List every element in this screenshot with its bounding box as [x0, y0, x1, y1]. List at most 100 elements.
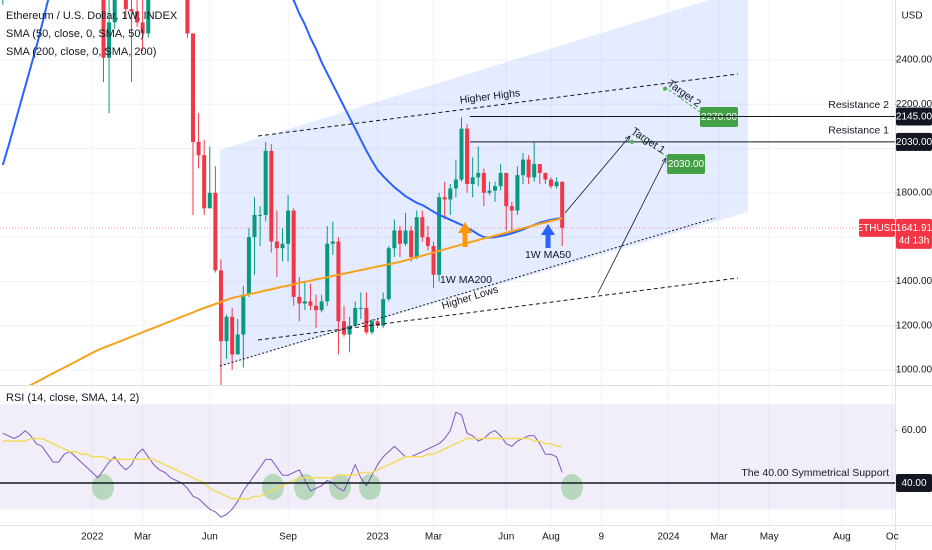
- candle-body: [414, 217, 419, 258]
- chart-title: Ethereum / U.S. Dollar, 1W, INDEX: [6, 10, 178, 22]
- x-tick-label: May: [760, 532, 779, 543]
- x-tick-label: Mar: [425, 532, 443, 543]
- candle-body: [280, 243, 285, 249]
- candle-body: [347, 325, 352, 335]
- legend-entry: SMA (200, close, 0, SMA, 200): [6, 46, 156, 58]
- candle-body: [207, 192, 212, 209]
- candle-body: [437, 197, 442, 275]
- lower-trend-line: [257, 277, 739, 341]
- candle-body: [515, 175, 520, 211]
- y-tick-label: 1800.00: [896, 187, 932, 198]
- x-tick-label: Jun: [202, 532, 218, 543]
- candle-body: [386, 248, 391, 300]
- last-price-text: 1641.91: [896, 223, 932, 234]
- x-tick-label: Mar: [134, 532, 152, 543]
- price-badge: [896, 107, 932, 126]
- candle-body: [235, 334, 240, 355]
- candle-body: [286, 210, 291, 244]
- candle-body: [314, 305, 319, 311]
- candle-body: [498, 172, 503, 187]
- candle-body: [409, 230, 414, 258]
- candle-body: [353, 307, 358, 326]
- rsi-line: [2, 411, 563, 518]
- last-price-badge: [896, 218, 932, 249]
- y-tick-label: 2200.00: [896, 99, 932, 110]
- rsi-title: RSI (14, close, SMA, 14, 2): [6, 392, 139, 404]
- candle-body: [465, 128, 470, 184]
- target-value: 2270.00: [701, 112, 738, 123]
- candle-body: [135, 11, 140, 23]
- x-tick-label: Jun: [498, 532, 514, 543]
- touch-circle: [262, 474, 284, 500]
- support-touches: [92, 474, 583, 500]
- y-tick-label: 1400.00: [896, 276, 932, 287]
- candle-body: [560, 181, 565, 228]
- candle-body: [481, 172, 486, 193]
- y-tick-label: 2400.00: [896, 55, 932, 66]
- candle-body: [397, 230, 402, 244]
- candle-body: [369, 321, 374, 333]
- candle-body: [297, 296, 302, 304]
- upper-trend-line: [257, 73, 739, 137]
- candle-body: [375, 321, 380, 326]
- resistance-name: Resistance 2: [828, 99, 889, 111]
- candle-body: [487, 190, 492, 193]
- candle-body: [548, 179, 553, 187]
- candle-body: [230, 316, 235, 355]
- candle-body: [342, 321, 347, 335]
- candle-body: [246, 237, 251, 295]
- candle-body: [493, 186, 498, 191]
- candle-body: [123, 0, 128, 10]
- candle-body: [269, 150, 274, 242]
- price-badge-text: 2030.00: [896, 137, 932, 148]
- x-tick-label: Aug: [833, 532, 851, 543]
- price-badge: [896, 132, 932, 151]
- candle-body: [308, 301, 313, 306]
- candle-body: [442, 197, 447, 200]
- x-tick-label: 2023: [366, 532, 389, 543]
- candle-body: [364, 307, 369, 333]
- touch-circle: [561, 474, 583, 500]
- projection-arrow: [597, 158, 666, 294]
- candle-body: [107, 22, 112, 58]
- candle-body: [392, 230, 397, 249]
- candle-body: [252, 214, 257, 238]
- candle-body: [509, 206, 514, 211]
- candle-body: [543, 172, 548, 180]
- candle-body: [129, 9, 134, 12]
- y-tick-label: 60.00: [901, 425, 926, 436]
- candle-body: [453, 179, 458, 189]
- x-tick-label: Mar: [710, 532, 728, 543]
- ma200-arrow: [458, 222, 472, 247]
- legend: Ethereum / U.S. Dollar, 1W, INDEX SMA (5…: [6, 10, 178, 404]
- candle-body: [202, 155, 207, 209]
- legend-entry: SMA (50, close, 0, SMA, 50): [6, 28, 144, 40]
- x-tick-label: 2022: [81, 532, 104, 543]
- candle-body: [291, 210, 296, 297]
- candle-body: [521, 159, 526, 176]
- x-tick-label: 9: [599, 532, 605, 543]
- candle-body: [258, 214, 263, 216]
- candle-body: [431, 245, 436, 275]
- candle-body: [274, 241, 279, 249]
- target-box: [700, 107, 738, 127]
- candle-body: [146, 0, 151, 34]
- candle-body: [504, 172, 509, 207]
- x-tick-label: 2024: [657, 532, 680, 543]
- y-tick-label: 1000.00: [896, 365, 932, 376]
- candle-body: [554, 181, 559, 187]
- candle-body: [336, 241, 341, 322]
- ma-label: 1W MA50: [525, 249, 571, 261]
- support-text: The 40.00 Symmetrical Support: [741, 467, 889, 479]
- rsi-line: [2, 437, 563, 500]
- candle-body: [185, 0, 190, 34]
- rsi-band: [0, 404, 895, 510]
- target-line: [664, 86, 701, 113]
- projection-arrow: [564, 136, 630, 214]
- candle-body: [101, 0, 106, 58]
- price-badge-text: 40.00: [901, 478, 926, 489]
- candle-body: [470, 177, 475, 184]
- target-line: [631, 133, 669, 158]
